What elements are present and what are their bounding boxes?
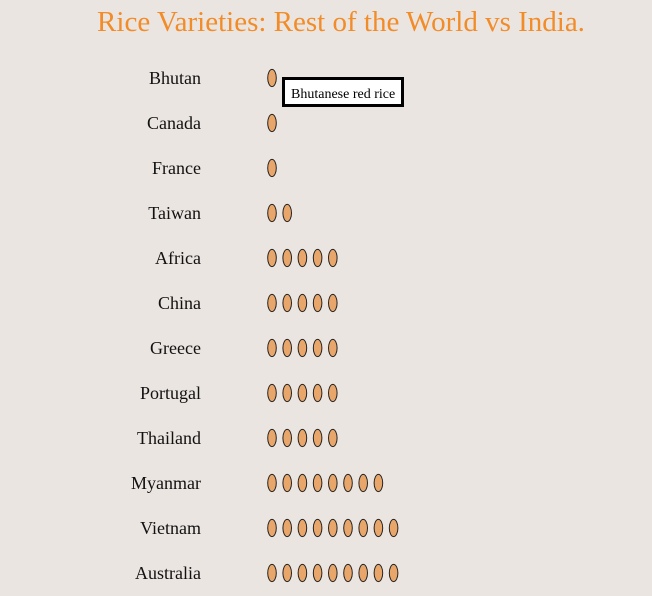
grain-row[interactable] — [267, 203, 293, 223]
rice-grain-icon[interactable] — [282, 383, 293, 403]
category-label: Canada — [147, 113, 201, 133]
tooltip: Bhutanese red rice — [282, 77, 405, 107]
rice-grain-icon[interactable] — [267, 68, 277, 88]
rice-grain-icon[interactable] — [267, 248, 277, 268]
rice-grain-icon[interactable] — [297, 338, 308, 358]
grain-row[interactable] — [267, 158, 277, 178]
rice-grain-icon[interactable] — [267, 158, 277, 178]
rice-grain-icon[interactable] — [267, 428, 277, 448]
rice-grain-icon[interactable] — [312, 428, 323, 448]
category-label: Taiwan — [148, 203, 201, 223]
rice-grain-icon[interactable] — [358, 473, 369, 493]
category-labels: Bhutan Canada France Taiwan Africa China Greec… — [131, 68, 201, 583]
rice-grain-icon[interactable] — [358, 563, 369, 583]
rice-grain-icon[interactable] — [267, 563, 277, 583]
rice-grain-icon[interactable] — [328, 338, 338, 358]
rice-grain-icon[interactable] — [282, 428, 293, 448]
rice-grain-icon[interactable] — [297, 293, 308, 313]
grain-row[interactable] — [267, 518, 399, 538]
grain-row[interactable] — [267, 473, 384, 493]
rice-grain-icon[interactable] — [282, 293, 293, 313]
category-label: France — [152, 158, 201, 178]
rice-grain-icon[interactable] — [328, 248, 338, 268]
rice-grain-icon[interactable] — [343, 563, 353, 583]
rice-grain-icon[interactable] — [388, 518, 399, 538]
rice-grain-icon[interactable] — [373, 473, 384, 493]
rice-grain-icon[interactable] — [267, 383, 277, 403]
category-label: Australia — [135, 563, 201, 583]
rice-grain-icon[interactable] — [282, 563, 293, 583]
rice-grain-icon[interactable] — [267, 338, 277, 358]
rice-grain-icon[interactable] — [328, 518, 338, 538]
rice-grain-icon[interactable] — [267, 203, 277, 223]
rice-grain-icon[interactable] — [282, 203, 293, 223]
category-label: Africa — [155, 248, 201, 268]
rice-grain-icon[interactable] — [267, 113, 277, 133]
rice-grain-icon[interactable] — [297, 428, 308, 448]
rice-grain-icon[interactable] — [297, 383, 308, 403]
rice-grain-icon[interactable] — [297, 248, 308, 268]
grain-row[interactable] — [267, 428, 338, 448]
rice-grain-icon[interactable] — [312, 293, 323, 313]
rice-grain-icon[interactable] — [312, 248, 323, 268]
grain-row[interactable] — [267, 293, 338, 313]
rice-grain-icon[interactable] — [312, 518, 323, 538]
rice-grain-icon[interactable] — [328, 563, 338, 583]
grain-row[interactable] — [267, 113, 277, 133]
rice-grain-icon[interactable] — [282, 473, 293, 493]
grain-row[interactable] — [267, 338, 338, 358]
rice-grain-icon[interactable] — [312, 338, 323, 358]
rice-grain-icon[interactable] — [282, 338, 293, 358]
rice-grain-icon[interactable] — [297, 518, 308, 538]
rice-grain-icon[interactable] — [343, 473, 353, 493]
rice-grain-icon[interactable] — [373, 518, 384, 538]
category-label: Bhutan — [149, 68, 201, 88]
category-label: Thailand — [137, 428, 201, 448]
rice-grain-icon[interactable] — [312, 563, 323, 583]
rice-grain-icon[interactable] — [267, 518, 277, 538]
rice-grain-icon[interactable] — [282, 518, 293, 538]
rice-grain-icon[interactable] — [373, 563, 384, 583]
rice-grain-icon[interactable] — [312, 473, 323, 493]
rice-grain-icon[interactable] — [343, 518, 353, 538]
category-label: Myanmar — [131, 473, 201, 493]
rice-grain-icon[interactable] — [297, 473, 308, 493]
grain-row[interactable] — [267, 248, 338, 268]
rice-grain-icon[interactable] — [312, 383, 323, 403]
chart-title: Rice Varieties: Rest of the World vs Ind… — [97, 6, 585, 38]
category-label: Greece — [150, 338, 201, 358]
rice-grain-icon[interactable] — [267, 473, 277, 493]
rice-grain-icon[interactable] — [297, 563, 308, 583]
rice-grain-icon[interactable] — [328, 383, 338, 403]
grain-row[interactable] — [267, 563, 399, 583]
rice-grain-icon[interactable] — [328, 473, 338, 493]
rice-grain-icon[interactable] — [328, 293, 338, 313]
rice-grain-icon[interactable] — [388, 563, 399, 583]
grain-row[interactable] — [267, 68, 277, 88]
rice-grain-icon[interactable] — [328, 428, 338, 448]
rice-grain-icon[interactable] — [358, 518, 369, 538]
category-label: Portugal — [140, 383, 201, 403]
category-label: Vietnam — [140, 518, 201, 538]
rice-grain-rows — [267, 68, 399, 583]
rice-grain-icon[interactable] — [282, 248, 293, 268]
rice-grain-icon[interactable] — [267, 293, 277, 313]
category-label: China — [158, 293, 201, 313]
grain-row[interactable] — [267, 383, 338, 403]
